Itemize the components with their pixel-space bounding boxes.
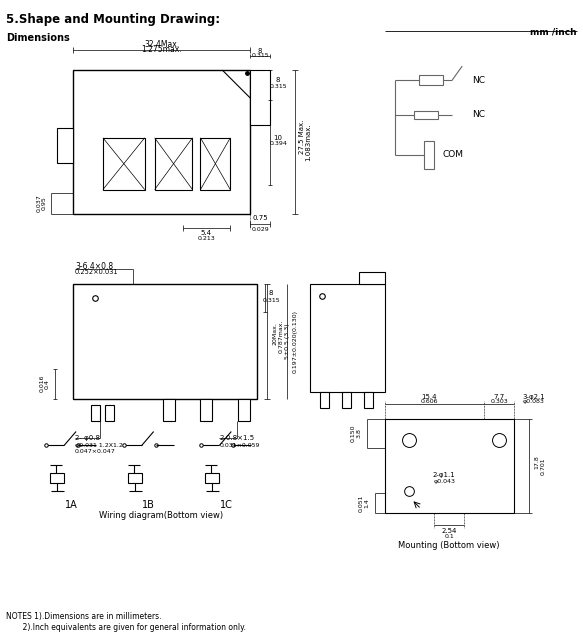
Bar [50, 473, 64, 483]
Text: 0.197±0.020(0.130): 0.197±0.020(0.130) [293, 310, 297, 373]
Text: 0.315: 0.315 [262, 298, 280, 303]
Bar [73, 284, 257, 399]
Text: 0.037: 0.037 [37, 194, 42, 213]
Text: Dimensions: Dimensions [6, 33, 70, 43]
Text: 32.4Max.: 32.4Max. [144, 40, 179, 49]
Text: 0.213: 0.213 [198, 236, 215, 241]
Text: 7.7: 7.7 [493, 393, 505, 400]
Text: 1A: 1A [65, 500, 78, 510]
Bar [342, 392, 351, 408]
Text: 0.787max.: 0.787max. [279, 319, 283, 353]
Text: NOTES 1).Dimensions are in millimeters.: NOTES 1).Dimensions are in millimeters. [6, 612, 162, 621]
Text: 1C: 1C [220, 500, 233, 510]
Text: 0.016: 0.016 [40, 375, 45, 392]
Text: 27.5 Max.: 27.5 Max. [299, 120, 305, 155]
Text: 0.303: 0.303 [490, 399, 508, 404]
Bar [385, 419, 514, 513]
Text: 0.047×0.047: 0.047×0.047 [75, 449, 116, 454]
Text: 5.4: 5.4 [201, 231, 212, 236]
Bar [105, 404, 114, 421]
Bar [238, 399, 250, 421]
Text: 0.606: 0.606 [420, 399, 438, 404]
Bar [359, 272, 385, 284]
Text: 0.394: 0.394 [269, 141, 287, 146]
Text: 0.029: 0.029 [251, 227, 269, 232]
Text: 3.8: 3.8 [356, 428, 361, 439]
Text: 2.54: 2.54 [441, 528, 457, 534]
Text: φ0.083: φ0.083 [523, 399, 545, 404]
Bar [154, 138, 192, 189]
Text: NC: NC [472, 110, 485, 119]
Bar [201, 399, 212, 421]
Bar [250, 70, 270, 125]
Text: 0.031×0.059: 0.031×0.059 [219, 443, 260, 448]
Text: mm /inch: mm /inch [530, 27, 577, 36]
Text: 10: 10 [273, 135, 283, 141]
Bar [364, 392, 373, 408]
Text: 15.4: 15.4 [422, 393, 437, 400]
Bar [415, 111, 438, 119]
Bar [103, 138, 145, 189]
Text: φ0.043: φ0.043 [433, 478, 455, 484]
Bar [57, 128, 73, 163]
Text: Mounting (Bottom view): Mounting (Bottom view) [399, 540, 500, 549]
Bar [419, 75, 443, 85]
Text: 8: 8 [269, 290, 273, 296]
Text: φ0.031 1.2X1.2: φ0.031 1.2X1.2 [75, 443, 123, 448]
Text: 2-φ1.1: 2-φ1.1 [433, 472, 456, 478]
Text: 1.083max.: 1.083max. [305, 124, 311, 161]
Bar [205, 473, 219, 483]
Bar [424, 141, 434, 169]
Text: 0.701: 0.701 [540, 457, 545, 475]
Bar [310, 284, 385, 392]
Text: 2- φ0.8: 2- φ0.8 [75, 435, 100, 442]
Text: 1.4: 1.4 [364, 498, 369, 508]
Bar [91, 404, 100, 421]
Text: 8: 8 [276, 77, 280, 83]
Bar [73, 70, 250, 214]
Bar [128, 473, 142, 483]
Text: 3-6.4×0.8: 3-6.4×0.8 [75, 261, 113, 270]
Text: 5.Shape and Mounting Drawing:: 5.Shape and Mounting Drawing: [6, 14, 220, 26]
Text: NC: NC [472, 75, 485, 84]
Bar [201, 138, 230, 189]
Text: Wiring diagram(Bottom view): Wiring diagram(Bottom view) [99, 511, 223, 520]
Text: 0.75: 0.75 [252, 216, 268, 222]
Bar [320, 392, 329, 408]
Text: 0.95: 0.95 [41, 196, 47, 211]
Text: 0.150: 0.150 [350, 425, 355, 442]
Text: 5±0.5 (3.3): 5±0.5 (3.3) [285, 323, 290, 359]
Text: 2).Inch equivalents are given for general information only.: 2).Inch equivalents are given for genera… [6, 623, 246, 632]
Text: 2-0.8×1.5: 2-0.8×1.5 [219, 435, 254, 442]
Text: 8: 8 [258, 48, 262, 54]
Text: 17.8: 17.8 [535, 455, 539, 469]
Bar [163, 399, 174, 421]
Text: 0.315: 0.315 [251, 53, 269, 58]
Text: 0.4: 0.4 [45, 379, 50, 389]
Text: 0.252×0.031: 0.252×0.031 [75, 269, 118, 275]
Text: 0.1: 0.1 [444, 534, 454, 538]
Text: 1B: 1B [142, 500, 155, 510]
Text: COM: COM [442, 150, 463, 159]
Text: 0.315: 0.315 [269, 84, 287, 88]
Text: 20Max.: 20Max. [273, 322, 278, 345]
Text: 1.275max.: 1.275max. [141, 44, 182, 53]
Text: 3-φ2.1: 3-φ2.1 [522, 393, 545, 400]
Text: 0.051: 0.051 [358, 495, 363, 512]
